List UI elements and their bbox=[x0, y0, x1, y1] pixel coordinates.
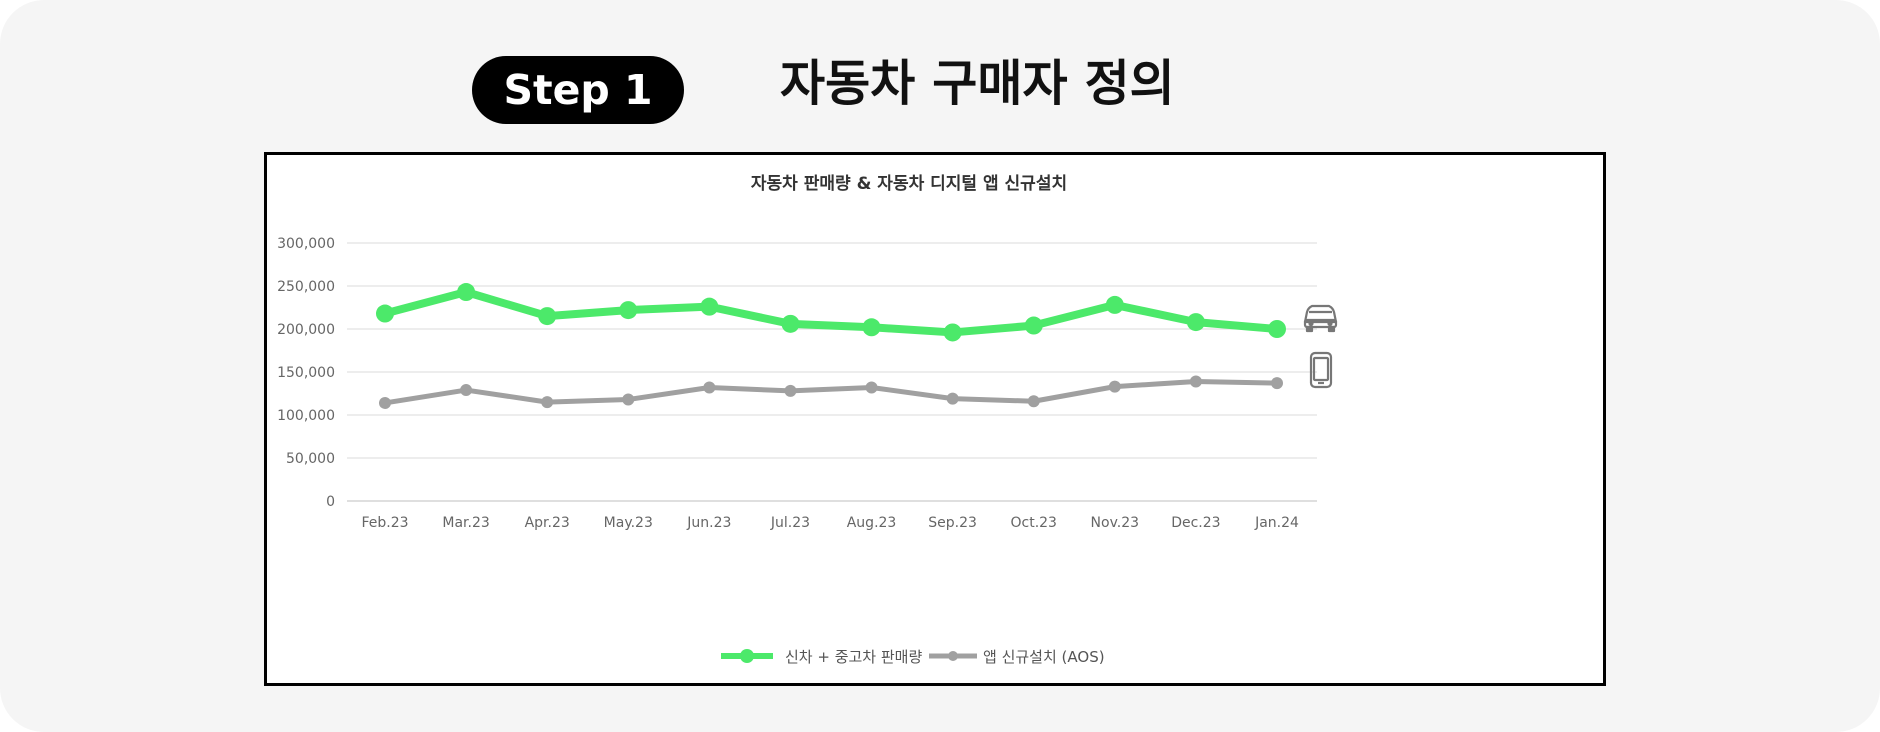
x-tick-label: Feb.23 bbox=[361, 515, 408, 531]
chart-legend: 신차 + 중고차 판매량 앱 신규설치 (AOS) bbox=[721, 648, 1105, 666]
y-tick-label: 300,000 bbox=[277, 236, 335, 252]
data-point bbox=[862, 318, 881, 337]
y-tick-label: 150,000 bbox=[277, 365, 335, 381]
data-point bbox=[1024, 316, 1043, 335]
step-title: 자동차 구매자 정의 bbox=[780, 55, 1175, 112]
y-axis-ticks: 0 50,000 100,000 150,000 200,000 250,000 300,0… bbox=[277, 236, 335, 510]
data-point bbox=[1189, 375, 1202, 388]
data-point bbox=[1108, 380, 1121, 393]
smartphone-icon bbox=[1309, 351, 1333, 389]
x-tick-label: Dec.23 bbox=[1171, 515, 1220, 531]
legend-marker-sales bbox=[740, 649, 754, 663]
x-tick-label: Oct.23 bbox=[1010, 515, 1056, 531]
series-line bbox=[382, 378, 1280, 406]
data-point bbox=[376, 304, 394, 323]
y-tick-label: 0 bbox=[326, 494, 335, 510]
x-axis-ticks: Feb.23 Mar.23 Apr.23 May.23 Jun.23 Jul.23 Aug.… bbox=[361, 515, 1299, 531]
data-point bbox=[943, 323, 962, 342]
x-tick-label: Jun.23 bbox=[686, 515, 731, 531]
data-point bbox=[1268, 320, 1286, 338]
data-point bbox=[538, 307, 557, 326]
data-point bbox=[1186, 313, 1205, 332]
data-point bbox=[865, 381, 878, 394]
series-line bbox=[381, 288, 1281, 337]
data-point bbox=[1271, 377, 1283, 390]
data-point bbox=[946, 392, 959, 405]
y-tick-label: 100,000 bbox=[277, 408, 335, 424]
y-tick-label: 200,000 bbox=[277, 322, 335, 338]
step-badge: Step 1 bbox=[472, 56, 684, 124]
car-icon bbox=[1303, 304, 1338, 333]
chart-container: 자동차 판매량 & 자동차 디지털 앱 신규설치 0 50,000 100,000 1… bbox=[264, 152, 1606, 686]
data-point bbox=[622, 393, 635, 406]
series-0 bbox=[376, 283, 1286, 342]
x-tick-label: Aug.23 bbox=[847, 515, 897, 531]
x-tick-label: Jul.23 bbox=[770, 515, 810, 531]
data-point bbox=[703, 381, 716, 394]
data-point bbox=[784, 384, 797, 397]
data-point bbox=[379, 396, 391, 409]
x-tick-label: Sep.23 bbox=[928, 515, 977, 531]
line-chart: 자동차 판매량 & 자동차 디지털 앱 신규설치 0 50,000 100,000 1… bbox=[277, 173, 1338, 666]
data-point bbox=[460, 384, 473, 397]
legend-label-sales: 신차 + 중고차 판매량 bbox=[785, 648, 922, 666]
x-tick-label: Apr.23 bbox=[525, 515, 570, 531]
chart-title: 자동차 판매량 & 자동차 디지털 앱 신규설치 bbox=[751, 173, 1067, 194]
data-point bbox=[457, 283, 476, 302]
legend-marker-app bbox=[948, 651, 958, 661]
data-point bbox=[1027, 395, 1040, 408]
x-tick-label: Nov.23 bbox=[1091, 515, 1140, 531]
data-point bbox=[700, 297, 719, 316]
series-1 bbox=[379, 375, 1283, 409]
series-layer bbox=[376, 283, 1286, 409]
data-point bbox=[1105, 295, 1124, 314]
x-tick-label: Mar.23 bbox=[442, 515, 489, 531]
data-point bbox=[619, 301, 638, 320]
data-point bbox=[781, 314, 800, 333]
y-tick-label: 50,000 bbox=[286, 451, 335, 467]
grid-lines bbox=[347, 242, 1317, 502]
data-point bbox=[541, 396, 554, 409]
x-tick-label: Jan.24 bbox=[1254, 515, 1299, 531]
y-tick-label: 250,000 bbox=[277, 279, 335, 295]
x-tick-label: May.23 bbox=[604, 515, 653, 531]
legend-label-app: 앱 신규설치 (AOS) bbox=[983, 648, 1105, 666]
